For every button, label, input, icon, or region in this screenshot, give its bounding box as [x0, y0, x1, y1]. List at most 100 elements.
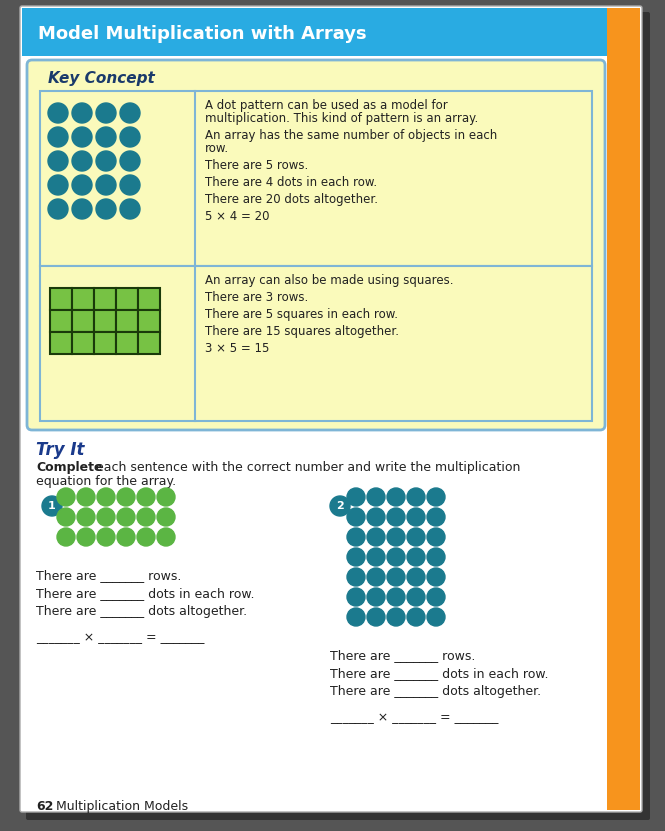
Bar [138, 310, 160, 332]
Circle shape [367, 528, 385, 546]
Circle shape [407, 548, 425, 566]
Text: There are _______ dots in each row.: There are _______ dots in each row. [330, 667, 549, 680]
Bar [116, 332, 138, 354]
Circle shape [97, 528, 115, 546]
Circle shape [72, 151, 92, 171]
Circle shape [117, 508, 135, 526]
Bar [116, 288, 138, 310]
Circle shape [72, 103, 92, 123]
Bar [22, 8, 607, 56]
Text: 2: 2 [336, 501, 344, 511]
Circle shape [347, 488, 365, 506]
Text: Multiplication Models: Multiplication Models [56, 800, 188, 813]
Circle shape [48, 199, 68, 219]
Circle shape [367, 508, 385, 526]
Circle shape [97, 508, 115, 526]
Text: There are 20 dots altogether.: There are 20 dots altogether. [205, 193, 378, 206]
Circle shape [367, 488, 385, 506]
Bar [72, 310, 94, 332]
Text: 1: 1 [48, 501, 56, 511]
Circle shape [347, 568, 365, 586]
Bar [138, 288, 160, 310]
Circle shape [427, 588, 445, 606]
Circle shape [97, 488, 115, 506]
Circle shape [72, 199, 92, 219]
Circle shape [347, 588, 365, 606]
Text: An array has the same number of objects in each: An array has the same number of objects … [205, 129, 497, 142]
Bar [50, 288, 72, 310]
Bar [94, 332, 116, 354]
Circle shape [367, 588, 385, 606]
Circle shape [387, 508, 405, 526]
Circle shape [407, 588, 425, 606]
Text: There are 4 dots in each row.: There are 4 dots in each row. [205, 176, 377, 189]
Bar [72, 332, 94, 354]
Bar [94, 310, 116, 332]
Text: equation for the array.: equation for the array. [36, 475, 176, 488]
Text: Try It: Try It [36, 441, 84, 459]
Circle shape [120, 151, 140, 171]
Bar [72, 288, 94, 310]
Circle shape [96, 151, 116, 171]
Circle shape [427, 528, 445, 546]
Circle shape [137, 508, 155, 526]
Bar [138, 332, 160, 354]
Circle shape [48, 127, 68, 147]
Text: There are _______ rows.: There are _______ rows. [36, 569, 182, 582]
Text: There are 5 squares in each row.: There are 5 squares in each row. [205, 308, 398, 321]
Circle shape [367, 568, 385, 586]
Text: _______ × _______ = _______: _______ × _______ = _______ [36, 631, 204, 644]
Circle shape [72, 175, 92, 195]
Circle shape [387, 568, 405, 586]
Circle shape [367, 608, 385, 626]
Circle shape [407, 608, 425, 626]
Circle shape [407, 508, 425, 526]
Circle shape [347, 528, 365, 546]
Circle shape [120, 175, 140, 195]
Circle shape [137, 528, 155, 546]
Circle shape [347, 508, 365, 526]
Bar [50, 332, 72, 354]
Circle shape [120, 199, 140, 219]
Circle shape [367, 548, 385, 566]
Circle shape [77, 488, 95, 506]
Circle shape [427, 508, 445, 526]
Circle shape [427, 608, 445, 626]
Circle shape [407, 568, 425, 586]
Text: There are _______ rows.: There are _______ rows. [330, 649, 475, 662]
Text: Model Multiplication with Arrays: Model Multiplication with Arrays [38, 25, 366, 43]
Bar [40, 266, 592, 421]
Circle shape [387, 588, 405, 606]
Circle shape [387, 528, 405, 546]
Circle shape [387, 608, 405, 626]
Text: each sentence with the correct number and write the multiplication: each sentence with the correct number an… [92, 461, 521, 474]
Circle shape [157, 508, 175, 526]
Text: row.: row. [205, 142, 229, 155]
Circle shape [407, 528, 425, 546]
Text: An array can also be made using squares.: An array can also be made using squares. [205, 274, 454, 287]
Bar [607, 8, 640, 810]
Circle shape [42, 496, 62, 516]
Circle shape [57, 488, 75, 506]
FancyBboxPatch shape [27, 60, 605, 430]
Bar [50, 310, 72, 332]
Circle shape [96, 103, 116, 123]
Circle shape [117, 528, 135, 546]
Circle shape [157, 528, 175, 546]
Bar [40, 91, 592, 266]
Text: Key Concept: Key Concept [48, 71, 155, 86]
Circle shape [96, 199, 116, 219]
FancyBboxPatch shape [20, 6, 642, 812]
Text: multiplication. This kind of pattern is an array.: multiplication. This kind of pattern is … [205, 112, 478, 125]
Text: Complete: Complete [36, 461, 102, 474]
Circle shape [72, 127, 92, 147]
Circle shape [387, 548, 405, 566]
Circle shape [387, 488, 405, 506]
Circle shape [347, 548, 365, 566]
Circle shape [427, 548, 445, 566]
Circle shape [48, 175, 68, 195]
Text: There are _______ dots altogether.: There are _______ dots altogether. [36, 605, 247, 618]
Circle shape [96, 127, 116, 147]
Text: A dot pattern can be used as a model for: A dot pattern can be used as a model for [205, 99, 448, 112]
Circle shape [77, 528, 95, 546]
